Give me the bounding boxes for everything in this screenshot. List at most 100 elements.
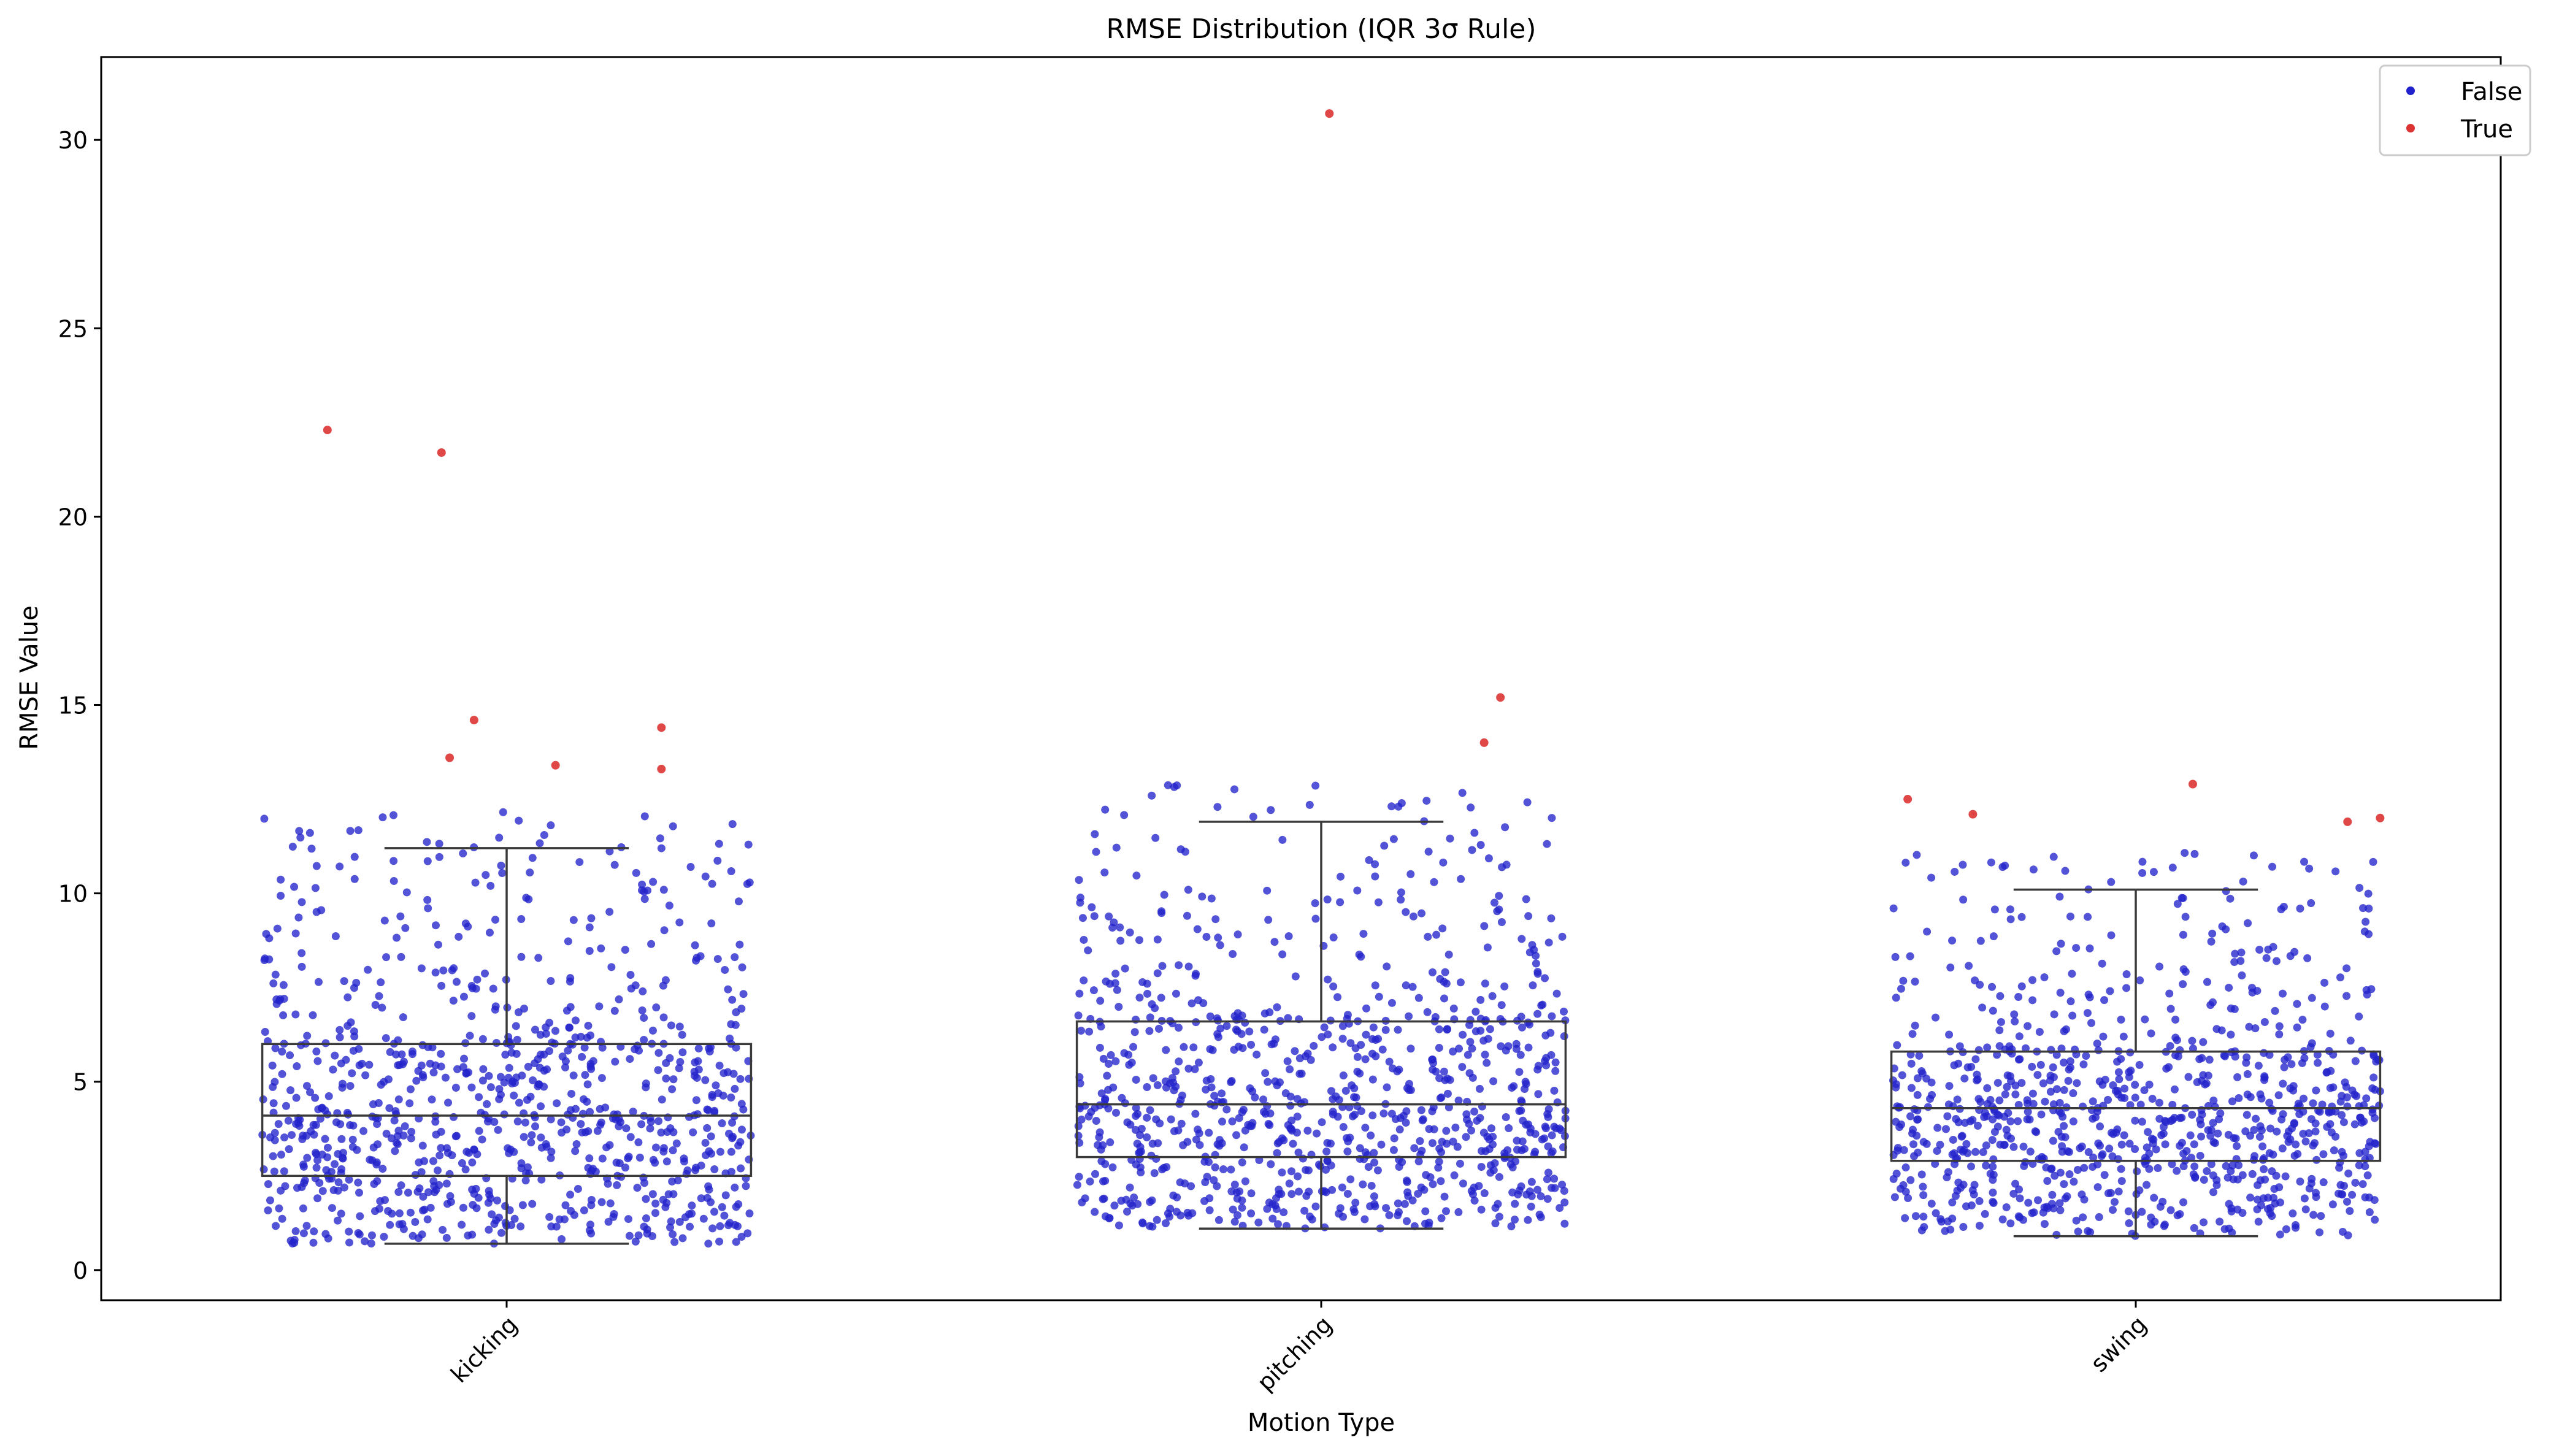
false-point (2320, 978, 2329, 987)
false-point (1983, 1084, 1992, 1092)
false-point (1073, 1181, 1081, 1189)
false-point (536, 1051, 545, 1059)
false-point (691, 1071, 699, 1080)
false-point (1923, 927, 1932, 936)
false-point (2016, 1194, 2024, 1203)
false-point (1497, 1001, 1506, 1010)
false-point (1975, 1221, 1984, 1230)
false-point (492, 1038, 501, 1047)
false-point (718, 1203, 726, 1211)
false-point (449, 997, 458, 1005)
false-point (643, 1229, 651, 1238)
false-point (491, 1005, 499, 1014)
false-point (418, 1206, 427, 1215)
false-point (2028, 1089, 2037, 1098)
false-point (1484, 1035, 1492, 1043)
false-point (459, 1203, 467, 1212)
false-point (662, 1198, 671, 1207)
false-point (1302, 1192, 1311, 1200)
false-point (2369, 1073, 2378, 1082)
false-point (2227, 1004, 2235, 1013)
false-point (1551, 1184, 1559, 1192)
false-point (659, 981, 667, 990)
false-point (710, 1208, 719, 1216)
true-point (323, 426, 332, 435)
false-point (2140, 1086, 2149, 1095)
false-point (1074, 1011, 1083, 1020)
false-point (1216, 941, 1224, 949)
false-point (1506, 1160, 1515, 1168)
false-point (401, 1122, 409, 1130)
false-point (2110, 1198, 2119, 1206)
false-point (2309, 1141, 2317, 1150)
false-point (1973, 1122, 1982, 1130)
false-point (331, 932, 340, 941)
false-point (1486, 1168, 1495, 1177)
false-point (1909, 1140, 1918, 1149)
false-point (513, 1035, 521, 1044)
false-point (439, 1225, 447, 1234)
false-point (388, 1209, 396, 1218)
false-point (1241, 1019, 1249, 1027)
false-point (321, 1106, 329, 1114)
y-tick-label: 25 (58, 315, 88, 342)
false-point (1350, 1084, 1359, 1092)
false-point (423, 838, 431, 846)
false-point (2235, 1094, 2243, 1102)
false-point (2280, 1063, 2289, 1071)
false-point (2209, 1096, 2218, 1105)
false-point (312, 1047, 321, 1056)
false-point (1466, 1038, 1475, 1046)
false-point (1936, 1141, 1944, 1149)
false-point (2060, 1180, 2068, 1189)
false-point (1443, 1089, 1452, 1098)
false-point (2133, 1167, 2141, 1176)
false-point (529, 1076, 537, 1084)
false-point (547, 1148, 556, 1156)
false-point (1470, 829, 1479, 837)
false-point (2017, 913, 2026, 921)
false-point (2287, 1124, 2296, 1133)
false-point (1218, 1089, 1226, 1098)
false-point (337, 1135, 346, 1143)
false-point (1953, 1095, 1962, 1104)
false-point (2052, 1230, 2061, 1239)
false-point (2301, 1205, 2310, 1214)
false-point (1973, 1075, 1982, 1084)
false-point (2066, 1063, 2074, 1072)
false-point (2358, 1180, 2367, 1189)
false-point (526, 868, 534, 877)
false-point (1440, 1192, 1449, 1201)
false-point (1151, 833, 1160, 842)
false-point (1322, 1188, 1330, 1197)
false-point (1435, 1025, 1443, 1033)
false-point (1560, 1198, 1569, 1207)
false-point (1443, 1075, 1452, 1083)
false-point (2098, 1150, 2107, 1159)
false-point (2231, 949, 2239, 958)
false-point (1184, 962, 1193, 971)
false-point (1967, 1162, 1976, 1171)
false-point (2256, 1122, 2265, 1130)
false-point (1495, 1173, 1503, 1181)
false-point (1306, 1213, 1314, 1221)
false-point (1548, 1131, 1556, 1140)
false-point (2028, 1062, 2036, 1071)
false-point (1989, 1189, 1997, 1197)
false-point (369, 1100, 377, 1108)
false-point (1919, 1191, 1928, 1200)
false-point (640, 812, 649, 821)
false-point (2155, 962, 2164, 971)
false-point (318, 1187, 327, 1195)
false-point (2331, 1132, 2340, 1141)
false-point (491, 916, 500, 924)
false-point (2176, 1141, 2184, 1150)
false-point (478, 1035, 487, 1043)
false-point (2089, 1163, 2097, 1171)
false-point (667, 1217, 675, 1226)
false-point (1126, 928, 1134, 937)
false-point (430, 1188, 439, 1197)
false-point (580, 1206, 588, 1214)
false-point (1218, 1117, 1227, 1126)
